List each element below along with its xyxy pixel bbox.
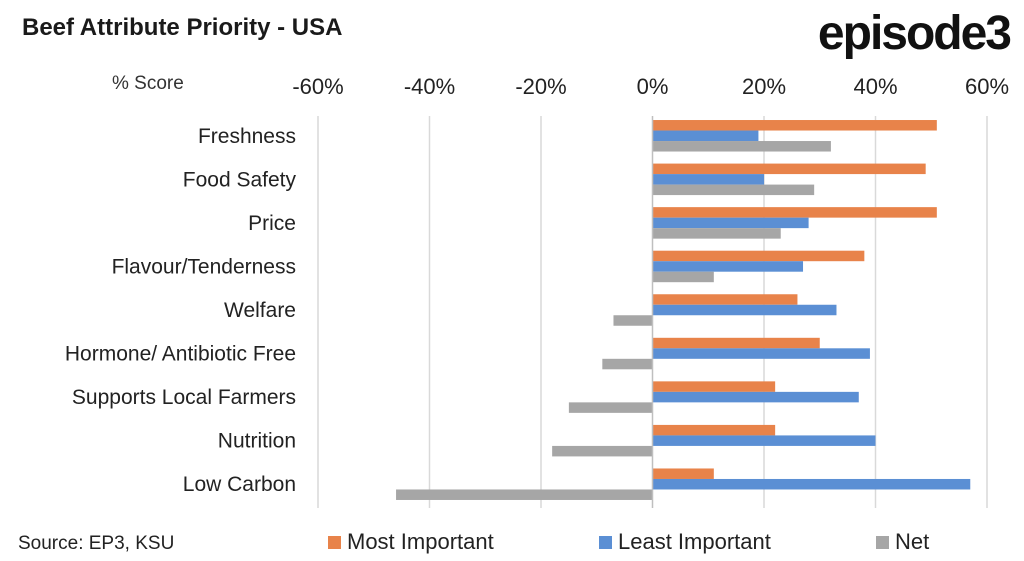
legend-swatch-least-important (599, 535, 612, 549)
legend-label-most-important: Most Important (347, 529, 494, 554)
chart-title: Beef Attribute Priority - USA (22, 14, 343, 41)
bar-net (613, 315, 653, 326)
legend-label-least-important: Least Important (618, 529, 771, 554)
bar-net (652, 228, 781, 239)
legend-item-least-important: Least Important (599, 529, 771, 555)
x-tick-label: 60% (965, 74, 1009, 99)
bar-least-important (652, 304, 837, 316)
x-axis-title: % Score (112, 73, 184, 94)
x-tick-label: 0% (637, 74, 669, 99)
x-tick-label: 20% (742, 74, 786, 99)
category-label: Flavour/Tenderness (112, 255, 296, 278)
category-label: Hormone/ Antibiotic Free (65, 343, 296, 366)
legend-swatch-most-important (328, 535, 341, 549)
bar-most-important (652, 207, 937, 218)
bar-least-important (652, 391, 859, 403)
bar-least-important (652, 130, 759, 142)
bar-chart: -60% -40% -20% 0% 20% 40% 60% Freshness Food Saf… (65, 74, 1009, 508)
bar-most-important (652, 381, 776, 392)
bar-least-important (652, 478, 971, 490)
x-tick-label: -60% (292, 74, 343, 99)
legend-swatch-net (876, 535, 889, 549)
x-tick-label: 40% (853, 74, 897, 99)
bar-net (652, 141, 831, 152)
legend-item-net: Net (876, 529, 929, 555)
bar-most-important (652, 163, 926, 175)
bar-most-important (652, 294, 798, 305)
category-label: Freshness (198, 125, 296, 148)
bar-least-important (652, 348, 870, 359)
bar-most-important (652, 120, 937, 131)
bar-most-important (652, 250, 865, 262)
bar-net (652, 184, 815, 196)
bar-least-important (652, 174, 764, 185)
bar-net (602, 358, 653, 370)
x-tick-label: -20% (515, 74, 566, 99)
bar-most-important (652, 468, 714, 479)
bar-net (552, 445, 653, 457)
source-note: Source: EP3, KSU (18, 533, 175, 554)
legend-item-most-important: Most Important (328, 529, 494, 555)
category-label: Food Safety (183, 168, 297, 191)
bar-most-important (652, 424, 776, 436)
category-label: Welfare (224, 299, 296, 322)
brand-logo: episode3 (817, 7, 1012, 60)
category-label: Nutrition (218, 430, 296, 453)
bar-net (396, 489, 653, 500)
category-label: Low Carbon (183, 473, 296, 496)
legend-label-net: Net (895, 529, 930, 554)
bar-least-important (652, 261, 804, 272)
x-tick-label: -40% (404, 74, 455, 99)
bar-most-important (652, 337, 820, 349)
bar-least-important (652, 435, 876, 446)
category-label: Supports Local Farmers (72, 386, 296, 409)
bar-net (568, 402, 653, 413)
bar-least-important (652, 217, 809, 229)
chart-legend: Most Important Least Important Net (0, 529, 1024, 559)
category-label: Price (248, 212, 296, 235)
bar-net (652, 271, 714, 283)
